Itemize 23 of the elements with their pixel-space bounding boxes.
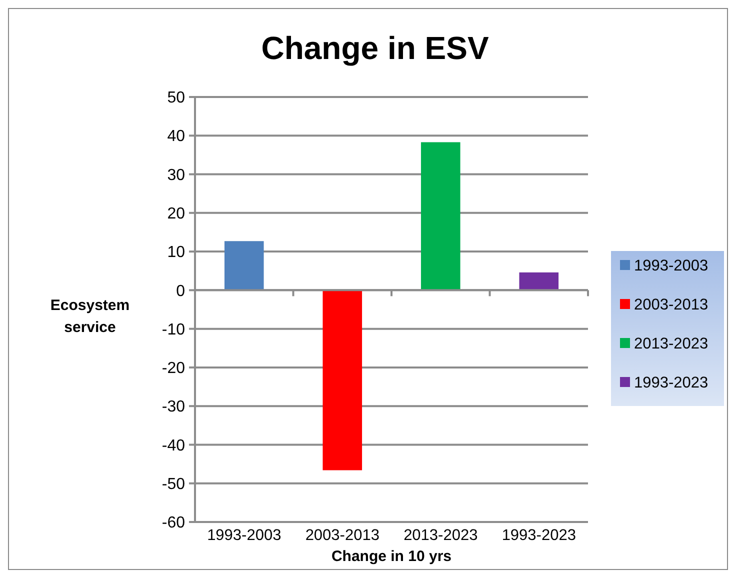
y-tick-label: -60	[162, 514, 186, 532]
y-tick-label: 40	[167, 128, 186, 146]
x-tick-label: 1993-2023	[502, 527, 576, 544]
x-tick-label: 2013-2023	[404, 527, 478, 544]
legend-label: 2003-2013	[634, 296, 708, 314]
x-axis-title: Change in 10 yrs	[331, 548, 452, 565]
y-tick-label: 30	[167, 166, 186, 184]
legend-label: 1993-2023	[634, 374, 708, 392]
y-tick-label: -10	[162, 321, 186, 338]
y-tick-label: 50	[167, 90, 186, 107]
y-tick-label: 0	[176, 282, 186, 300]
y-tick-label: 10	[167, 244, 186, 262]
y-tick-label: 20	[167, 206, 186, 223]
legend-label: 1993-2003	[634, 257, 708, 274]
y-tick-label: -20	[162, 360, 186, 378]
legend-label: 2013-2023	[634, 335, 708, 352]
chart-title: Change in ESV	[261, 30, 490, 66]
y-tick-label: -30	[162, 398, 186, 416]
x-tick-label: 2003-2013	[305, 527, 380, 544]
x-tick-label: 1993-2003	[207, 527, 282, 544]
y-axis-title: Ecosystem service	[50, 297, 130, 336]
y-tick-label: -40	[162, 437, 186, 454]
y-tick-label: -50	[162, 476, 186, 493]
